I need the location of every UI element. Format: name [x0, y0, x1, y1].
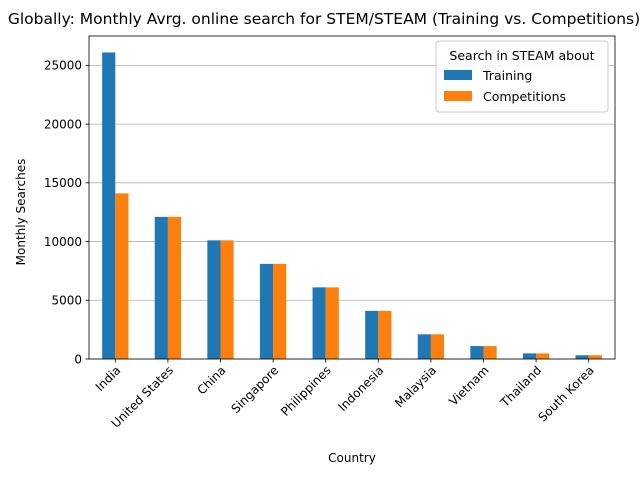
legend-label-competitions: Competitions [483, 89, 566, 104]
bar-training [365, 310, 379, 359]
bar-competitions [430, 334, 445, 359]
bar-competitions [115, 193, 129, 359]
y-tick-label: 10000 [44, 235, 82, 249]
bar-training [102, 52, 116, 360]
legend-frame [435, 40, 609, 113]
legend-swatch-competitions [444, 91, 472, 101]
y-tick-label: 15000 [44, 176, 82, 190]
legend-swatch-training [444, 70, 472, 80]
bar-competitions [588, 355, 602, 359]
bar-training [522, 353, 537, 359]
y-axis-label: Monthly Searches [14, 159, 28, 266]
bar-training [312, 287, 326, 359]
bar-competitions [167, 216, 182, 359]
y-tick-label: 0 [74, 352, 82, 366]
bar-training [417, 334, 431, 359]
legend-title: Search in STEAM about [449, 48, 594, 63]
bar-competitions [483, 346, 497, 359]
chart-title: Globally: Monthly Avrg. online search fo… [8, 10, 640, 28]
bar-competitions [536, 353, 550, 359]
bars [102, 52, 602, 360]
bar-training [154, 216, 168, 359]
bar-competitions [220, 240, 234, 359]
bar-competitions [325, 287, 339, 359]
y-tick-label: 20000 [44, 117, 82, 131]
bar-training [259, 263, 274, 359]
bar-competitions [378, 310, 392, 359]
bar-competitions [273, 263, 287, 359]
legend-label-training: Training [482, 68, 532, 83]
bar-training [470, 346, 484, 359]
legend: Search in STEAM about Training Competiti… [435, 40, 609, 113]
y-tick-label: 5000 [51, 294, 82, 308]
bar-training [575, 355, 589, 359]
bar-training [207, 240, 221, 359]
x-axis-label: Country [328, 451, 376, 465]
plot-frame [88, 35, 616, 360]
y-tick-label: 25000 [44, 59, 82, 73]
